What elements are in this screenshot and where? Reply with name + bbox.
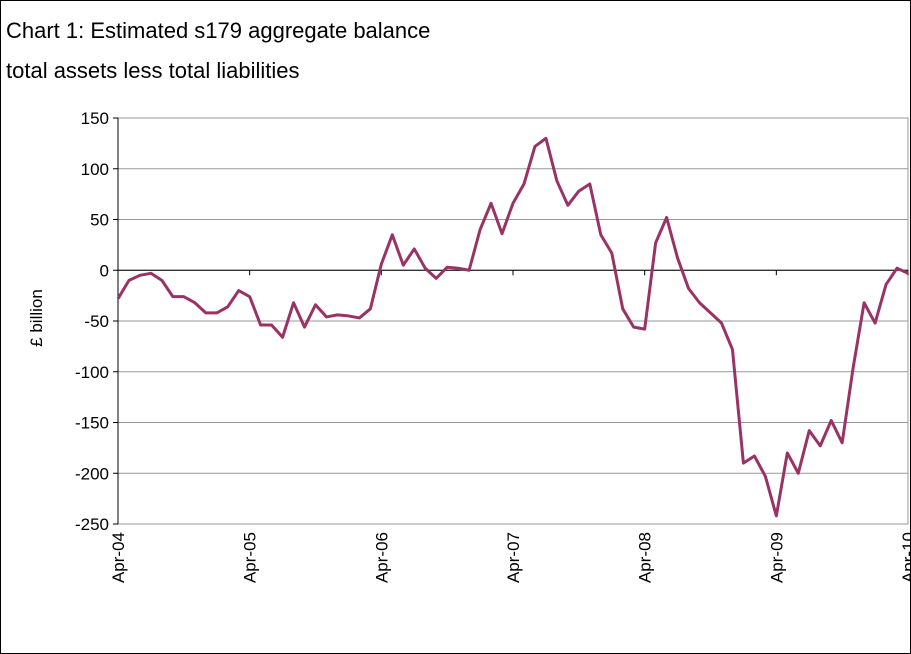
y-tick-label: -100: [75, 363, 109, 382]
x-tick-label: Apr-08: [636, 532, 655, 583]
y-tick-label: -50: [84, 312, 109, 331]
y-tick-label: -150: [75, 414, 109, 433]
y-tick-label: 150: [81, 109, 109, 128]
data-line: [116, 136, 909, 518]
x-tick-label: Apr-10: [899, 532, 911, 583]
x-tick-label: Apr-07: [504, 532, 523, 583]
x-tick-label: Apr-06: [372, 532, 391, 583]
y-tick-label: 0: [100, 261, 109, 280]
chart-subtitle: total assets less total liabilities: [6, 58, 299, 83]
x-tick-label: Apr-09: [767, 532, 786, 583]
y-tick-label: -200: [75, 464, 109, 483]
x-tick-label: Apr-04: [109, 532, 128, 583]
y-axis-label: £ billion: [27, 289, 46, 347]
x-tick-label: Apr-05: [241, 532, 260, 583]
y-tick-label: -250: [75, 515, 109, 534]
y-tick-label: 50: [90, 211, 109, 230]
chart-title: Chart 1: Estimated s179 aggregate balanc…: [6, 18, 430, 43]
y-tick-label: 100: [81, 160, 109, 179]
